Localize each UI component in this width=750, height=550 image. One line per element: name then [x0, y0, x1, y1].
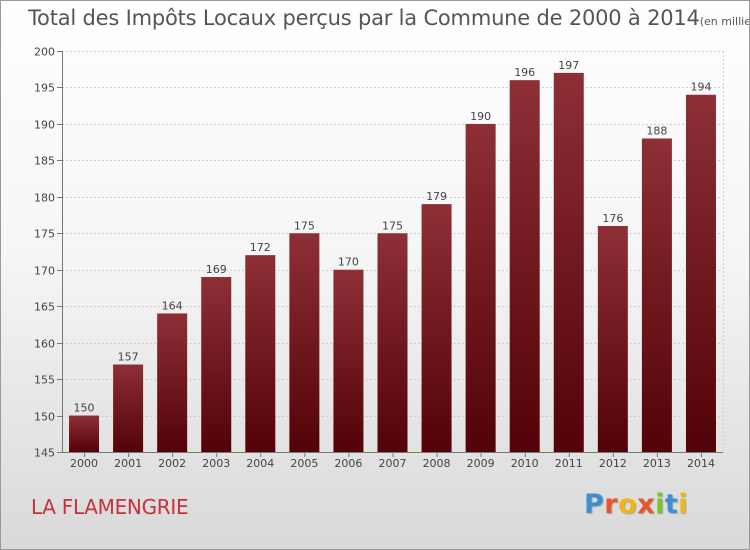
- commune-name: LA FLAMENGRIE: [31, 495, 189, 519]
- x-tick-label: 2011: [555, 457, 583, 470]
- bar: [245, 255, 276, 452]
- y-tick-label: 195: [34, 82, 55, 95]
- bar: [113, 364, 144, 452]
- x-tick-label: 2009: [467, 457, 495, 470]
- x-tick-label: 2013: [643, 457, 671, 470]
- chart-title-text: Total des Impôts Locaux perçus par la Co…: [28, 6, 700, 30]
- y-tick-label: 160: [34, 338, 55, 351]
- data-label: 188: [646, 124, 667, 137]
- logo-letter: x: [637, 489, 656, 520]
- chart-title: Total des Impôts Locaux perçus par la Co…: [28, 6, 750, 30]
- x-tick-label: 2000: [70, 457, 98, 470]
- data-label: 170: [338, 256, 359, 269]
- x-tick-label: 2002: [158, 457, 186, 470]
- bar: [201, 277, 232, 452]
- labels: 145 150 155 160 165 170 175 180 185 190 195 200 150 2…: [34, 46, 715, 471]
- y-tick-label: 150: [34, 411, 55, 424]
- bar: [597, 225, 628, 452]
- x-tick-label: 2003: [202, 457, 230, 470]
- y-tick-label: 165: [34, 301, 55, 314]
- x-tick-label: 2001: [114, 457, 142, 470]
- y-tick-label: 180: [34, 192, 55, 205]
- logo-letter: t: [664, 489, 679, 520]
- bar: [641, 138, 672, 452]
- bar: [333, 269, 364, 452]
- y-tick-label: 190: [34, 119, 55, 132]
- y-tick-label: 155: [34, 374, 55, 387]
- data-label: 179: [426, 190, 447, 203]
- data-label: 172: [250, 241, 271, 254]
- y-tick-label: 145: [34, 447, 55, 460]
- x-tick-label: 2008: [423, 457, 451, 470]
- logo-letter: o: [618, 489, 638, 520]
- bars: [69, 72, 716, 452]
- chart-unit-note: (en milliers d'€): [699, 15, 750, 28]
- logo-letter: r: [604, 489, 619, 520]
- x-tick-label: 2010: [511, 457, 539, 470]
- bar: [465, 123, 496, 452]
- logo-letter: i: [655, 489, 665, 520]
- x-tick-label: 2014: [687, 457, 715, 470]
- data-label: 175: [294, 219, 315, 232]
- data-label: 175: [382, 219, 403, 232]
- bar: [377, 233, 408, 452]
- y-tick-label: 200: [34, 46, 55, 59]
- logo-letter: P: [584, 489, 605, 520]
- data-label: 190: [470, 110, 491, 123]
- data-label: 164: [162, 299, 183, 312]
- proxiti-logo: Proxiti: [584, 489, 688, 520]
- x-tick-label: 2006: [334, 457, 362, 470]
- bar: [509, 80, 540, 452]
- bar: [421, 204, 452, 452]
- bar: [157, 313, 188, 452]
- data-label: 150: [74, 402, 95, 415]
- x-tick-label: 2007: [379, 457, 407, 470]
- y-tick-label: 175: [34, 228, 55, 241]
- x-tick-label: 2012: [599, 457, 627, 470]
- bar: [685, 94, 716, 452]
- bar: [69, 415, 100, 452]
- data-label: 176: [602, 212, 623, 225]
- axes: [57, 51, 723, 457]
- x-tick-label: 2004: [246, 457, 274, 470]
- bar: [289, 233, 320, 452]
- data-label: 169: [206, 263, 227, 276]
- grid-lines: [62, 51, 724, 452]
- bar: [553, 72, 584, 452]
- logo-letter: i: [678, 489, 689, 520]
- y-tick-label: 185: [34, 155, 55, 168]
- data-label: 197: [558, 59, 579, 72]
- x-tick-label: 2005: [290, 457, 318, 470]
- y-tick-label: 170: [34, 265, 55, 278]
- data-label: 194: [690, 81, 711, 94]
- data-label: 157: [118, 351, 139, 364]
- data-label: 196: [514, 66, 535, 79]
